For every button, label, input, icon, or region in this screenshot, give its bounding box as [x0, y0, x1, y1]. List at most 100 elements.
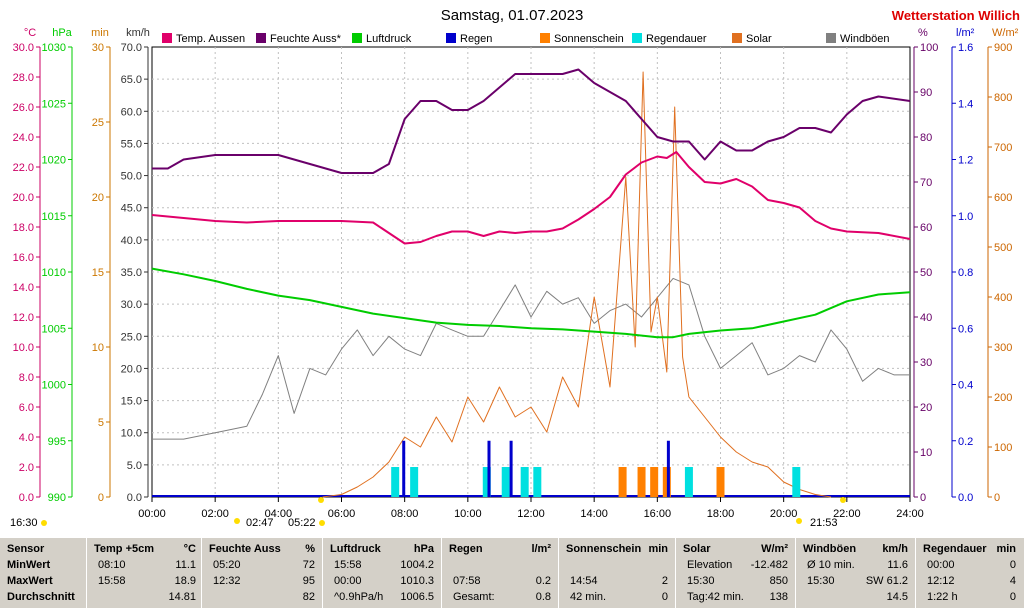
left-axis-unit: km/h	[126, 27, 150, 39]
right-axis-tick-label: 700	[994, 142, 1012, 154]
right-axis-tick-label: 30	[920, 357, 932, 369]
stats-cell-value: 0.8	[535, 591, 551, 603]
right-axis-tick-label: 0.0	[958, 492, 973, 504]
left-axis-tick-label: 10	[92, 342, 104, 354]
stats-cell-value: -12.482	[750, 559, 788, 571]
column-separator	[86, 538, 87, 608]
stats-cell-value: 4	[1009, 575, 1016, 587]
legend: Temp. Aussen Feuchte Auss* Luftdruck Regen S…	[162, 33, 890, 45]
temp-aussen-line	[151, 151, 911, 245]
left-axis-tick-label: 15	[92, 267, 104, 279]
stats-cell-time: 08:10	[98, 559, 126, 571]
left-axis-tick-label: 20.0	[13, 192, 34, 204]
stats-cell-value: 18.9	[174, 575, 196, 587]
stats-cell-value: 1004.2	[400, 559, 434, 571]
regen-bar	[666, 440, 670, 497]
stats-cell-value: 2	[661, 575, 668, 587]
row-label-min: MinWert	[7, 559, 51, 571]
x-tick-label: 22:00	[833, 508, 861, 520]
left-axis-tick-label: 15.0	[121, 396, 142, 408]
stats-column: Temp +5cm °C 08:10 11.1 15:58 18.9 14.81	[88, 538, 202, 608]
sonnenschein-bar	[716, 467, 725, 497]
left-axis-unit: min	[91, 27, 109, 39]
right-axis-tick-label: 200	[994, 392, 1012, 404]
x-tick-label: 06:00	[328, 508, 356, 520]
left-axis-tick-label: 55.0	[121, 138, 142, 150]
stats-cell-time: 15:58	[334, 559, 362, 571]
left-axis-tick-label: 20.0	[121, 363, 142, 375]
right-axis-unit: W/m²	[992, 27, 1019, 39]
left-axis-tick-label: 40.0	[121, 235, 142, 247]
series-layer	[151, 68, 911, 498]
left-axis-tick-label: 990	[48, 492, 66, 504]
row-label-sensor: Sensor	[7, 543, 45, 555]
stats-cell-value: 72	[302, 559, 315, 571]
left-axis-tick-label: 0.0	[127, 492, 142, 504]
legend-swatch	[162, 33, 172, 43]
row-label-avg: Durchschnitt	[7, 591, 75, 603]
left-axis-tick-label: 25.0	[121, 331, 142, 343]
left-axis-tick-label: 995	[48, 436, 66, 448]
left-axis-tick-label: 14.0	[13, 282, 34, 294]
legend-item: Sonnenschein	[540, 33, 624, 45]
stats-cell-time: 12:32	[213, 575, 241, 587]
feuchte-auss-line	[152, 68, 911, 174]
right-axis-tick-label: 800	[994, 92, 1012, 104]
stats-column-title: Regen	[449, 543, 483, 555]
sunset-label: 21:53	[810, 517, 838, 529]
regen-bar	[509, 440, 513, 497]
right-axis-tick-label: 300	[994, 342, 1012, 354]
legend-item: Temp. Aussen	[162, 33, 245, 45]
stats-column-unit: min	[648, 543, 668, 555]
right-axis-tick-label: 0.8	[958, 267, 973, 279]
left-axis-tick-label: 1030	[42, 42, 66, 54]
column-separator	[201, 538, 202, 608]
stats-column-title: Regendauer	[923, 543, 987, 555]
left-axis-tick-label: 30.0	[13, 42, 34, 54]
dawn-label: 05:22	[288, 517, 316, 529]
legend-swatch	[732, 33, 742, 43]
right-axis-tick-label: 1.2	[958, 155, 973, 167]
legend-swatch	[540, 33, 550, 43]
regen-bar	[402, 440, 406, 497]
stats-cell-value: 0	[1009, 559, 1016, 571]
legend-item: Regendauer	[632, 33, 707, 45]
stats-column-title: Temp +5cm	[94, 543, 155, 555]
stats-cell-value: 14.5	[886, 591, 908, 603]
left-axis-tick-label: 10.0	[13, 342, 34, 354]
left-axis-tick-label: 65.0	[121, 74, 142, 86]
stats-column-title: Feuchte Auss	[209, 543, 281, 555]
stats-cell-time: 07:58	[453, 575, 481, 587]
legend-item: Windböen	[826, 33, 890, 45]
left-axis-tick-label: 60.0	[121, 106, 142, 118]
right-axis-tick-label: 100	[920, 42, 938, 54]
weather-chart: 00:00 02:00 04:00 06:00 08:00 10:00 12:00 14:00…	[10, 7, 1020, 529]
x-tick-label: 24:00	[896, 508, 924, 520]
legend-swatch	[826, 33, 836, 43]
legend-label: Solar	[746, 33, 772, 45]
left-axis-tick-label: 1015	[42, 211, 66, 223]
stats-column: Sonnenschein min 14:54 2 42 min. 0	[560, 538, 674, 608]
left-axis-unit: hPa	[52, 27, 72, 39]
stats-cell-time: Elevation	[687, 559, 733, 571]
regendauer-bar	[792, 467, 801, 497]
left-axis-tick-label: 30.0	[121, 299, 142, 311]
x-tick-label: 04:00	[265, 508, 293, 520]
stats-cell-time: 14:54	[570, 575, 598, 587]
x-tick-label: 12:00	[517, 508, 545, 520]
regendauer-bar	[684, 467, 693, 497]
left-axis-unit: °C	[24, 27, 36, 39]
right-axis-tick-label: 100	[994, 442, 1012, 454]
right-axis-tick-label: 0.4	[958, 380, 973, 392]
right-axis-tick-label: 500	[994, 242, 1012, 254]
row-label-max: MaxWert	[7, 575, 53, 587]
luftdruck-line	[151, 267, 911, 339]
legend-swatch	[446, 33, 456, 43]
x-tick-label: 10:00	[454, 508, 482, 520]
right-axis-tick-label: 80	[920, 132, 932, 144]
left-axis-tick-label: 28.0	[13, 72, 34, 84]
stats-cell-value: 11.1	[175, 559, 196, 571]
left-axis-tick-label: 45.0	[121, 203, 142, 215]
column-separator	[795, 538, 796, 608]
right-axis-tick-label: 60	[920, 222, 932, 234]
